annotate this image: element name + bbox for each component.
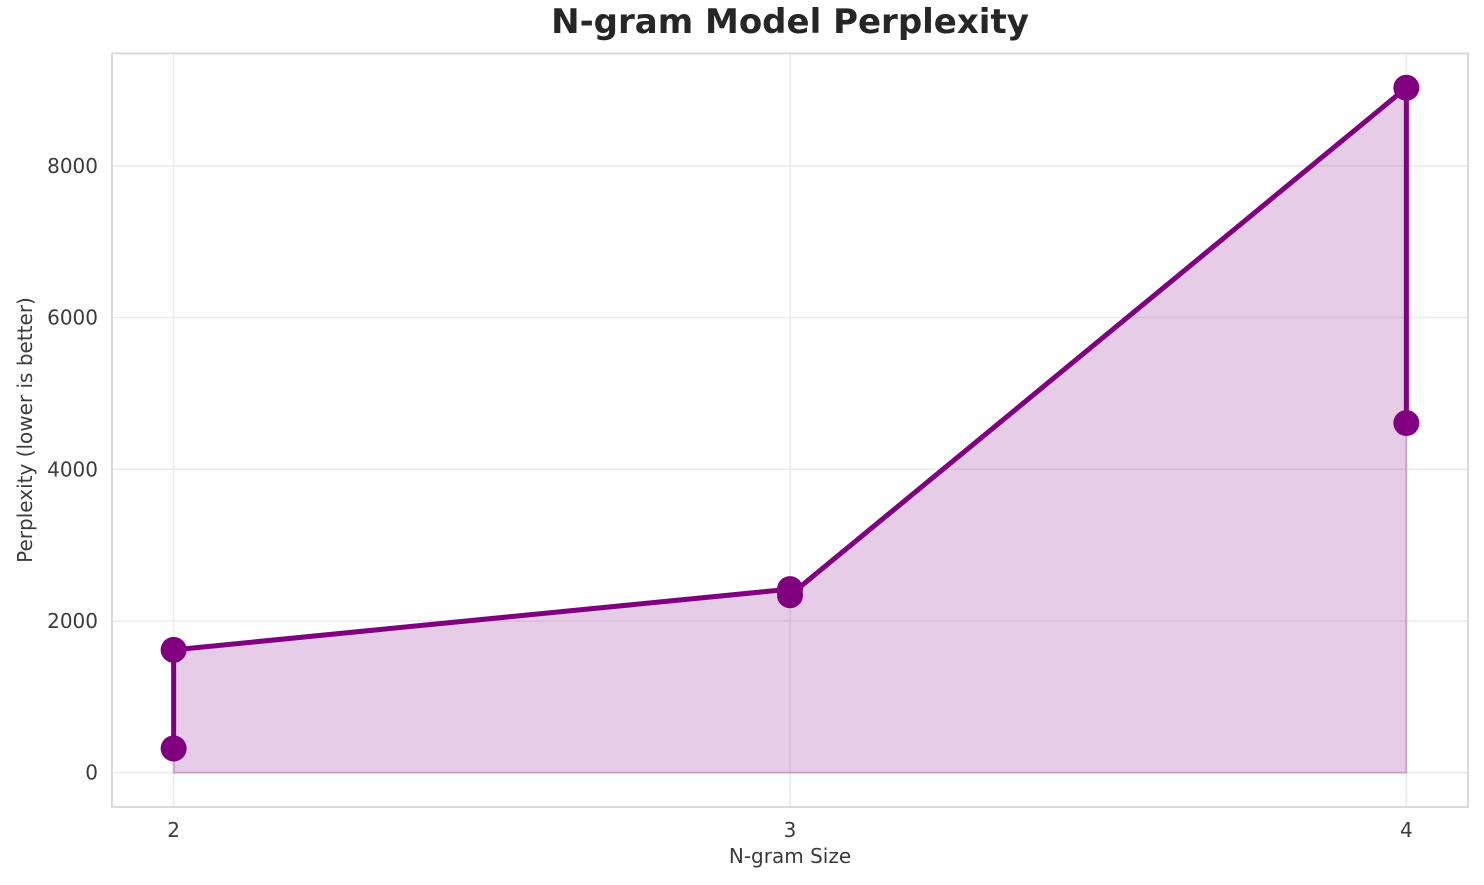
y-tick-label: 2000 bbox=[47, 609, 98, 633]
data-point-marker bbox=[160, 636, 187, 663]
x-tick-label: 3 bbox=[784, 818, 797, 842]
plot-border bbox=[111, 52, 1469, 808]
y-tick-label: 4000 bbox=[47, 457, 98, 481]
chart-title: N-gram Model Perplexity bbox=[551, 2, 1029, 42]
y-tick-label: 0 bbox=[85, 761, 98, 785]
x-axis-label: N-gram Size bbox=[728, 844, 852, 868]
data-point-marker bbox=[1393, 410, 1420, 437]
x-tick-label: 4 bbox=[1400, 818, 1413, 842]
data-point-marker bbox=[160, 735, 187, 762]
y-tick-label: 6000 bbox=[47, 306, 98, 330]
y-tick-label: 8000 bbox=[47, 154, 98, 178]
data-point-marker bbox=[777, 582, 803, 609]
data-point-marker bbox=[1393, 74, 1420, 101]
x-tick-label: 2 bbox=[167, 818, 180, 842]
